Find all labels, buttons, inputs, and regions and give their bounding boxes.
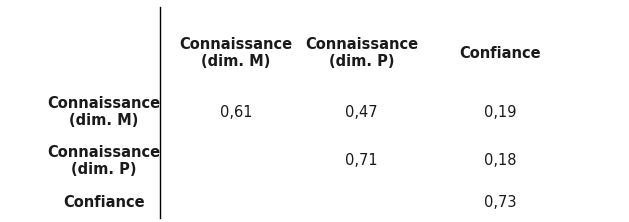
Text: 0,47: 0,47 — [345, 105, 378, 120]
Text: Connaissance
(dim. M): Connaissance (dim. M) — [47, 96, 160, 128]
Text: Connaissance
(dim. P): Connaissance (dim. P) — [47, 145, 160, 177]
Text: Confiance: Confiance — [459, 46, 541, 61]
Text: 0,71: 0,71 — [345, 153, 378, 168]
Text: 0,19: 0,19 — [484, 105, 516, 120]
Text: 0,73: 0,73 — [484, 194, 516, 210]
Text: 0,18: 0,18 — [484, 153, 516, 168]
Text: Connaissance
(dim. M): Connaissance (dim. M) — [179, 37, 292, 69]
Text: Confiance: Confiance — [63, 194, 145, 210]
Text: 0,61: 0,61 — [220, 105, 252, 120]
Text: Connaissance
(dim. P): Connaissance (dim. P) — [305, 37, 418, 69]
